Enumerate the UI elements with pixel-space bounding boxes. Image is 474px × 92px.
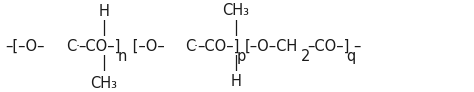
Text: CH₃: CH₃ [223,3,249,18]
Text: –: – [353,39,360,54]
Text: –[–O–: –[–O– [5,39,45,54]
Text: –CO–]: –CO–] [79,39,121,54]
Text: |: | [101,55,106,71]
Text: p: p [237,49,246,64]
Text: ·: · [75,40,80,53]
Text: –CO–]: –CO–] [197,39,240,54]
Text: q: q [346,49,356,64]
Text: C: C [185,39,195,54]
Text: |: | [234,55,238,71]
Text: [–O–: [–O– [128,39,165,54]
Text: |: | [234,20,238,36]
Text: ·: · [194,40,198,53]
Text: C: C [66,39,76,54]
Text: –CO–]: –CO–] [307,39,349,54]
Text: n: n [118,49,128,64]
Text: 2: 2 [301,49,310,64]
Text: |: | [101,20,106,36]
Text: CH₃: CH₃ [90,76,117,91]
Text: H: H [231,74,241,89]
Text: H: H [98,4,109,20]
Text: [–O–CH: [–O–CH [245,39,298,54]
